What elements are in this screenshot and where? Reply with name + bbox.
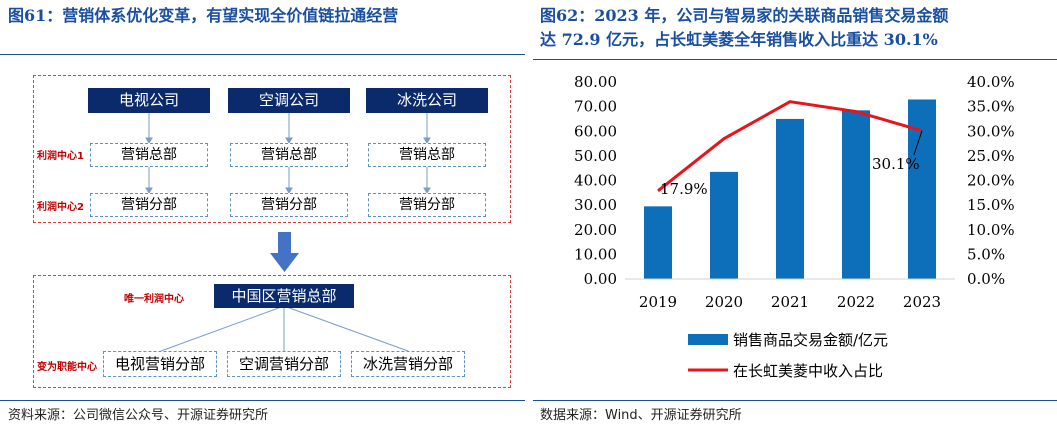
left-bottom-rule	[0, 400, 525, 401]
data-label-leader	[913, 130, 923, 155]
company-box-fridge: 冰洗公司	[366, 88, 488, 113]
transition-arrow	[270, 232, 299, 272]
x-tick-label: 2020	[705, 293, 743, 311]
bar	[842, 110, 870, 279]
x-tick-label: 2022	[837, 293, 875, 311]
y-right-tick-label: 35.0%	[967, 98, 1015, 116]
x-tick-label: 2019	[639, 293, 677, 311]
y-left-tick-label: 10.00	[574, 245, 617, 263]
profit-center-2-label: 利润中心2	[37, 202, 84, 213]
y-right-tick-label: 25.0%	[967, 147, 1015, 165]
bar	[644, 206, 672, 279]
y-left-tick-label: 30.00	[574, 196, 617, 214]
marketing-branch-ac: 营销分部	[230, 193, 348, 217]
right-title-rule	[533, 59, 1057, 60]
legend-bar-label: 销售商品交易金额/亿元	[733, 331, 888, 349]
right-bottom-rule	[533, 400, 1057, 401]
bottom-branch-ac: 空调营销分部	[227, 351, 341, 377]
profit-center-1-label: 利润中心1	[37, 151, 84, 162]
y-left-tick-label: 0.00	[584, 270, 617, 288]
legend-bar-swatch	[688, 334, 728, 345]
bottom-branch-tv: 电视营销分部	[103, 351, 217, 377]
data-label-2023: 30.1%	[872, 155, 920, 173]
right-source: 数据来源：Wind、开源证券研究所	[540, 408, 742, 423]
marketing-hq-fridge: 营销总部	[368, 143, 486, 167]
left-figure-title: 图61：营销体系优化变革，有望实现全价值链拉通经营	[8, 6, 399, 25]
marketing-branch-tv: 营销分部	[90, 193, 208, 217]
y-right-tick-label: 40.0%	[967, 73, 1015, 91]
before-panel	[33, 75, 511, 223]
company-box-ac: 空调公司	[228, 88, 350, 113]
y-right-tick-label: 10.0%	[967, 221, 1015, 239]
diagram-connectors	[145, 112, 431, 352]
company-box-tv: 电视公司	[88, 88, 210, 113]
y-right-tick-label: 0.0%	[967, 270, 1005, 288]
y-right-tick-label: 15.0%	[967, 196, 1015, 214]
y-left-tick-label: 50.00	[574, 147, 617, 165]
left-title-rule	[0, 54, 525, 55]
y-left-tick-label: 20.00	[574, 221, 617, 239]
y-right-tick-label: 20.0%	[967, 172, 1015, 190]
y-left-tick-label: 80.00	[574, 73, 617, 91]
data-label-2019: 17.9%	[660, 180, 708, 198]
marketing-branch-fridge: 营销分部	[368, 193, 486, 217]
y-left-tick-label: 40.00	[574, 172, 617, 190]
y-left-tick-label: 70.00	[574, 98, 617, 116]
x-tick-label: 2023	[903, 293, 941, 311]
function-center-label: 变为职能中心	[37, 362, 97, 373]
left-source: 资料来源：公司微信公众号、开源证券研究所	[8, 408, 269, 423]
bottom-branch-fridge: 冰洗营销分部	[351, 351, 465, 377]
marketing-hq-ac: 营销总部	[230, 143, 348, 167]
marketing-hq-tv: 营销总部	[90, 143, 208, 167]
bar	[710, 171, 738, 279]
right-figure-title: 图62：2023 年，公司与智易家的关联商品销售交易金额 达 72.9 亿元，占…	[540, 4, 1052, 52]
legend-line-label: 在长虹美菱中收入占比	[733, 362, 883, 380]
right-title-line1: 图62：2023 年，公司与智易家的关联商品销售交易金额	[540, 6, 949, 25]
x-tick-label: 2021	[771, 293, 809, 311]
y-left-tick-label: 60.00	[574, 122, 617, 140]
sales-chart: 0.00 10.00 20.00 30.00 40.00 50.00 60.00 70.00 8…	[574, 73, 1015, 380]
unique-profit-center-label: 唯一利润中心	[124, 294, 184, 305]
bar	[776, 118, 804, 279]
y-right-tick-label: 5.0%	[967, 245, 1005, 263]
right-title-line2: 达 72.9 亿元，占长虹美菱全年销售收入比重达 30.1%	[540, 30, 938, 49]
after-panel	[33, 275, 511, 388]
share-line	[657, 100, 923, 193]
y-right-tick-label: 30.0%	[967, 122, 1015, 140]
china-marketing-hq-box: 中国区营销总部	[214, 284, 354, 308]
